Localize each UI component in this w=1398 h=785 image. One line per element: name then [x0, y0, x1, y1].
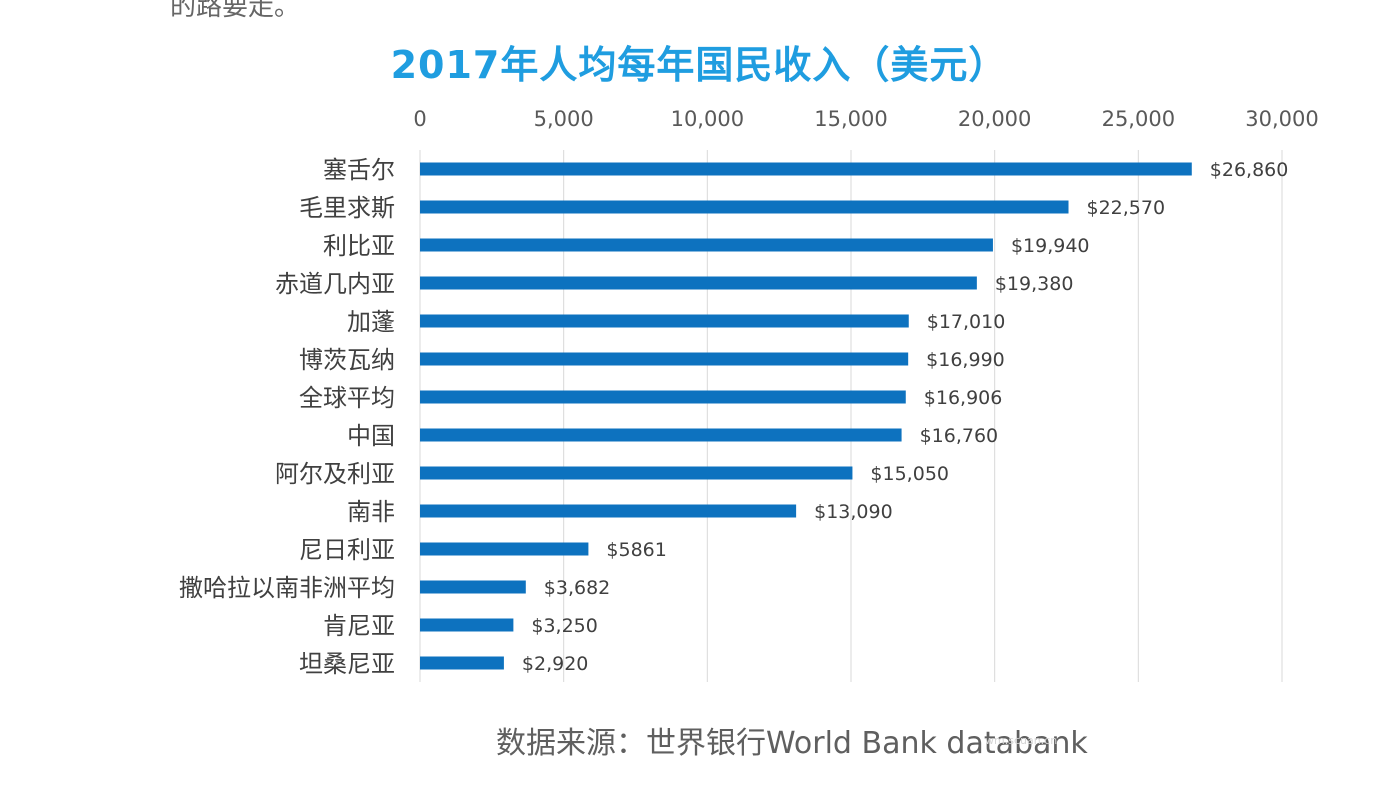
- data-label: $19,940: [1011, 235, 1090, 257]
- data-label: $5861: [606, 539, 666, 561]
- category-label: 肯尼亚: [323, 612, 395, 640]
- data-label: $16,760: [920, 425, 999, 447]
- x-tick-label: 15,000: [814, 107, 887, 131]
- bar: [420, 504, 797, 518]
- bar: [420, 542, 589, 556]
- data-label: $2,920: [522, 653, 588, 675]
- data-label: $3,682: [544, 577, 610, 599]
- source-text: 数据来源：世界银行World Bank databank: [496, 726, 1088, 761]
- x-tick-label: 0: [413, 107, 426, 131]
- category-label: 毛里求斯: [299, 194, 395, 222]
- bar: [420, 162, 1192, 176]
- bar: [420, 656, 504, 670]
- category-label: 加蓬: [347, 308, 395, 336]
- x-tick-label: 25,000: [1102, 107, 1175, 131]
- category-label: 尼日利亚: [299, 536, 395, 564]
- bar: [420, 428, 902, 442]
- bar: [420, 390, 906, 404]
- category-label: 塞舌尔: [323, 156, 395, 184]
- data-label: $22,570: [1087, 197, 1166, 219]
- data-label: $15,050: [870, 463, 949, 485]
- data-label: $17,010: [927, 311, 1006, 333]
- data-label: $16,906: [924, 387, 1003, 409]
- bar: [420, 580, 526, 594]
- bar: [420, 314, 909, 328]
- category-label: 赤道几内亚: [275, 270, 395, 298]
- data-label: $19,380: [995, 273, 1074, 295]
- bar: [420, 466, 853, 480]
- category-label: 南非: [347, 498, 395, 526]
- data-label: $3,250: [531, 615, 597, 637]
- bar: [420, 618, 514, 632]
- data-label: $13,090: [814, 501, 893, 523]
- data-label: $16,990: [926, 349, 1005, 371]
- chart-title: 2017年人均每年国民收入（美元）: [390, 43, 1008, 87]
- category-label: 坦桑尼亚: [299, 650, 395, 678]
- category-label: 撒哈拉以南非洲平均: [179, 574, 395, 602]
- category-label: 利比亚: [323, 232, 395, 260]
- x-tick-label: 5,000: [534, 107, 594, 131]
- category-label: 中国: [347, 422, 395, 450]
- x-tick-label: 10,000: [671, 107, 744, 131]
- x-tick-label: 20,000: [958, 107, 1031, 131]
- category-label: 博茨瓦纳: [299, 346, 395, 374]
- bar: [420, 276, 977, 290]
- data-label: $26,860: [1210, 159, 1289, 181]
- category-label: 全球平均: [299, 384, 395, 412]
- category-label: 阿尔及利亚: [275, 460, 395, 488]
- watermark: wm.scuan.cn: [985, 734, 1058, 747]
- bar: [420, 352, 909, 366]
- cut-off-text: 的路要走。: [170, 0, 301, 22]
- bar: [420, 238, 993, 252]
- bar: [420, 200, 1069, 214]
- x-tick-label: 30,000: [1245, 107, 1318, 131]
